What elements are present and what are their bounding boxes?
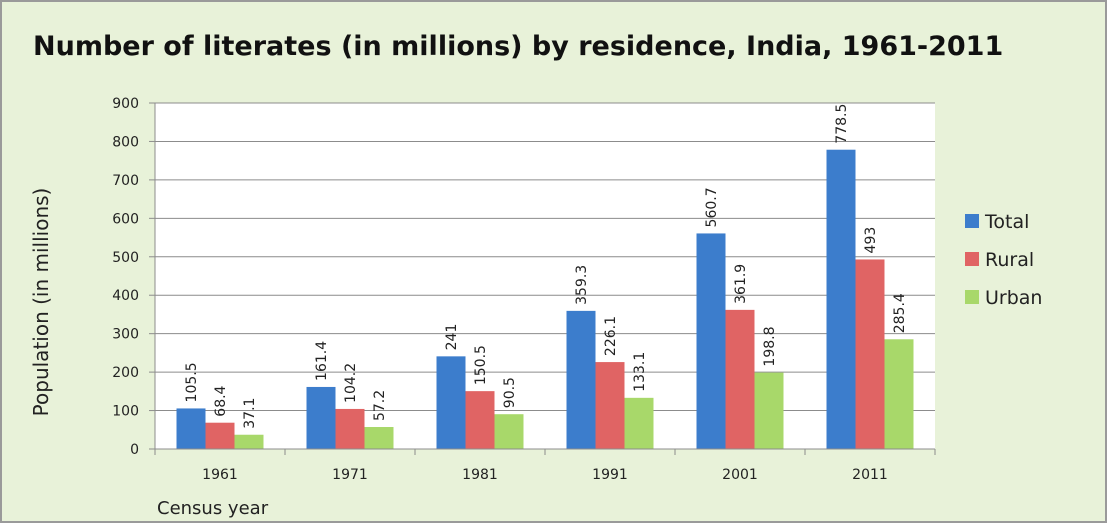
value-label: 359.3 <box>574 265 590 305</box>
bar <box>306 386 336 449</box>
bar <box>176 408 206 449</box>
x-tick-label: 1961 <box>202 467 238 483</box>
legend-swatch <box>965 252 979 266</box>
value-label: 493 <box>863 227 879 254</box>
value-label: 285.4 <box>892 293 908 333</box>
y-tick-label: 200 <box>112 365 139 381</box>
value-label: 57.2 <box>372 390 388 421</box>
legend-swatch <box>965 214 979 228</box>
value-label: 226.1 <box>603 316 619 356</box>
x-tick-label: 1971 <box>332 467 368 483</box>
bar <box>696 233 726 449</box>
legend-label: Total <box>984 211 1029 233</box>
bar <box>234 434 264 449</box>
value-label: 104.2 <box>343 363 359 403</box>
y-tick-label: 800 <box>112 134 139 150</box>
bar <box>855 259 885 449</box>
value-label: 241 <box>444 324 460 351</box>
bar <box>725 309 755 449</box>
y-tick-label: 700 <box>112 173 139 189</box>
plot-area <box>155 103 935 449</box>
bar <box>826 149 856 449</box>
x-tick-label: 2011 <box>852 467 888 483</box>
y-tick-label: 100 <box>112 404 139 420</box>
value-label: 560.7 <box>704 187 720 227</box>
value-label: 90.5 <box>502 377 518 408</box>
bar <box>205 422 235 449</box>
value-label: 150.5 <box>473 345 489 385</box>
bar <box>465 391 495 449</box>
y-axis-label: Population (in millions) <box>29 188 53 417</box>
value-label: 68.4 <box>213 385 229 416</box>
bar <box>566 310 596 449</box>
x-axis-label: Census year <box>157 498 269 519</box>
y-tick-label: 900 <box>112 96 139 112</box>
bar <box>335 408 365 449</box>
value-label: 161.4 <box>314 341 330 381</box>
bar <box>624 397 654 449</box>
x-tick-label: 2001 <box>722 467 758 483</box>
y-tick-label: 0 <box>130 442 139 458</box>
bar <box>754 372 784 449</box>
x-tick-label: 1981 <box>462 467 498 483</box>
bar <box>884 339 914 449</box>
value-label: 133.1 <box>632 352 648 392</box>
y-tick-label: 600 <box>112 211 139 227</box>
legend-swatch <box>965 290 979 304</box>
legend-label: Urban <box>985 287 1042 309</box>
value-label: 361.9 <box>733 264 749 304</box>
bar <box>364 427 394 449</box>
y-tick-label: 500 <box>112 250 139 266</box>
chart-title: Number of literates (in millions) by res… <box>33 31 1003 62</box>
bar <box>436 356 466 449</box>
value-label: 37.1 <box>242 398 258 429</box>
bar <box>595 362 625 449</box>
value-label: 778.5 <box>834 104 850 144</box>
legend-label: Rural <box>985 249 1034 271</box>
y-tick-label: 400 <box>112 288 139 304</box>
y-tick-label: 300 <box>112 327 139 343</box>
value-label: 105.5 <box>184 362 200 402</box>
bar <box>494 414 524 449</box>
value-label: 198.8 <box>762 326 778 366</box>
x-tick-label: 1991 <box>592 467 628 483</box>
